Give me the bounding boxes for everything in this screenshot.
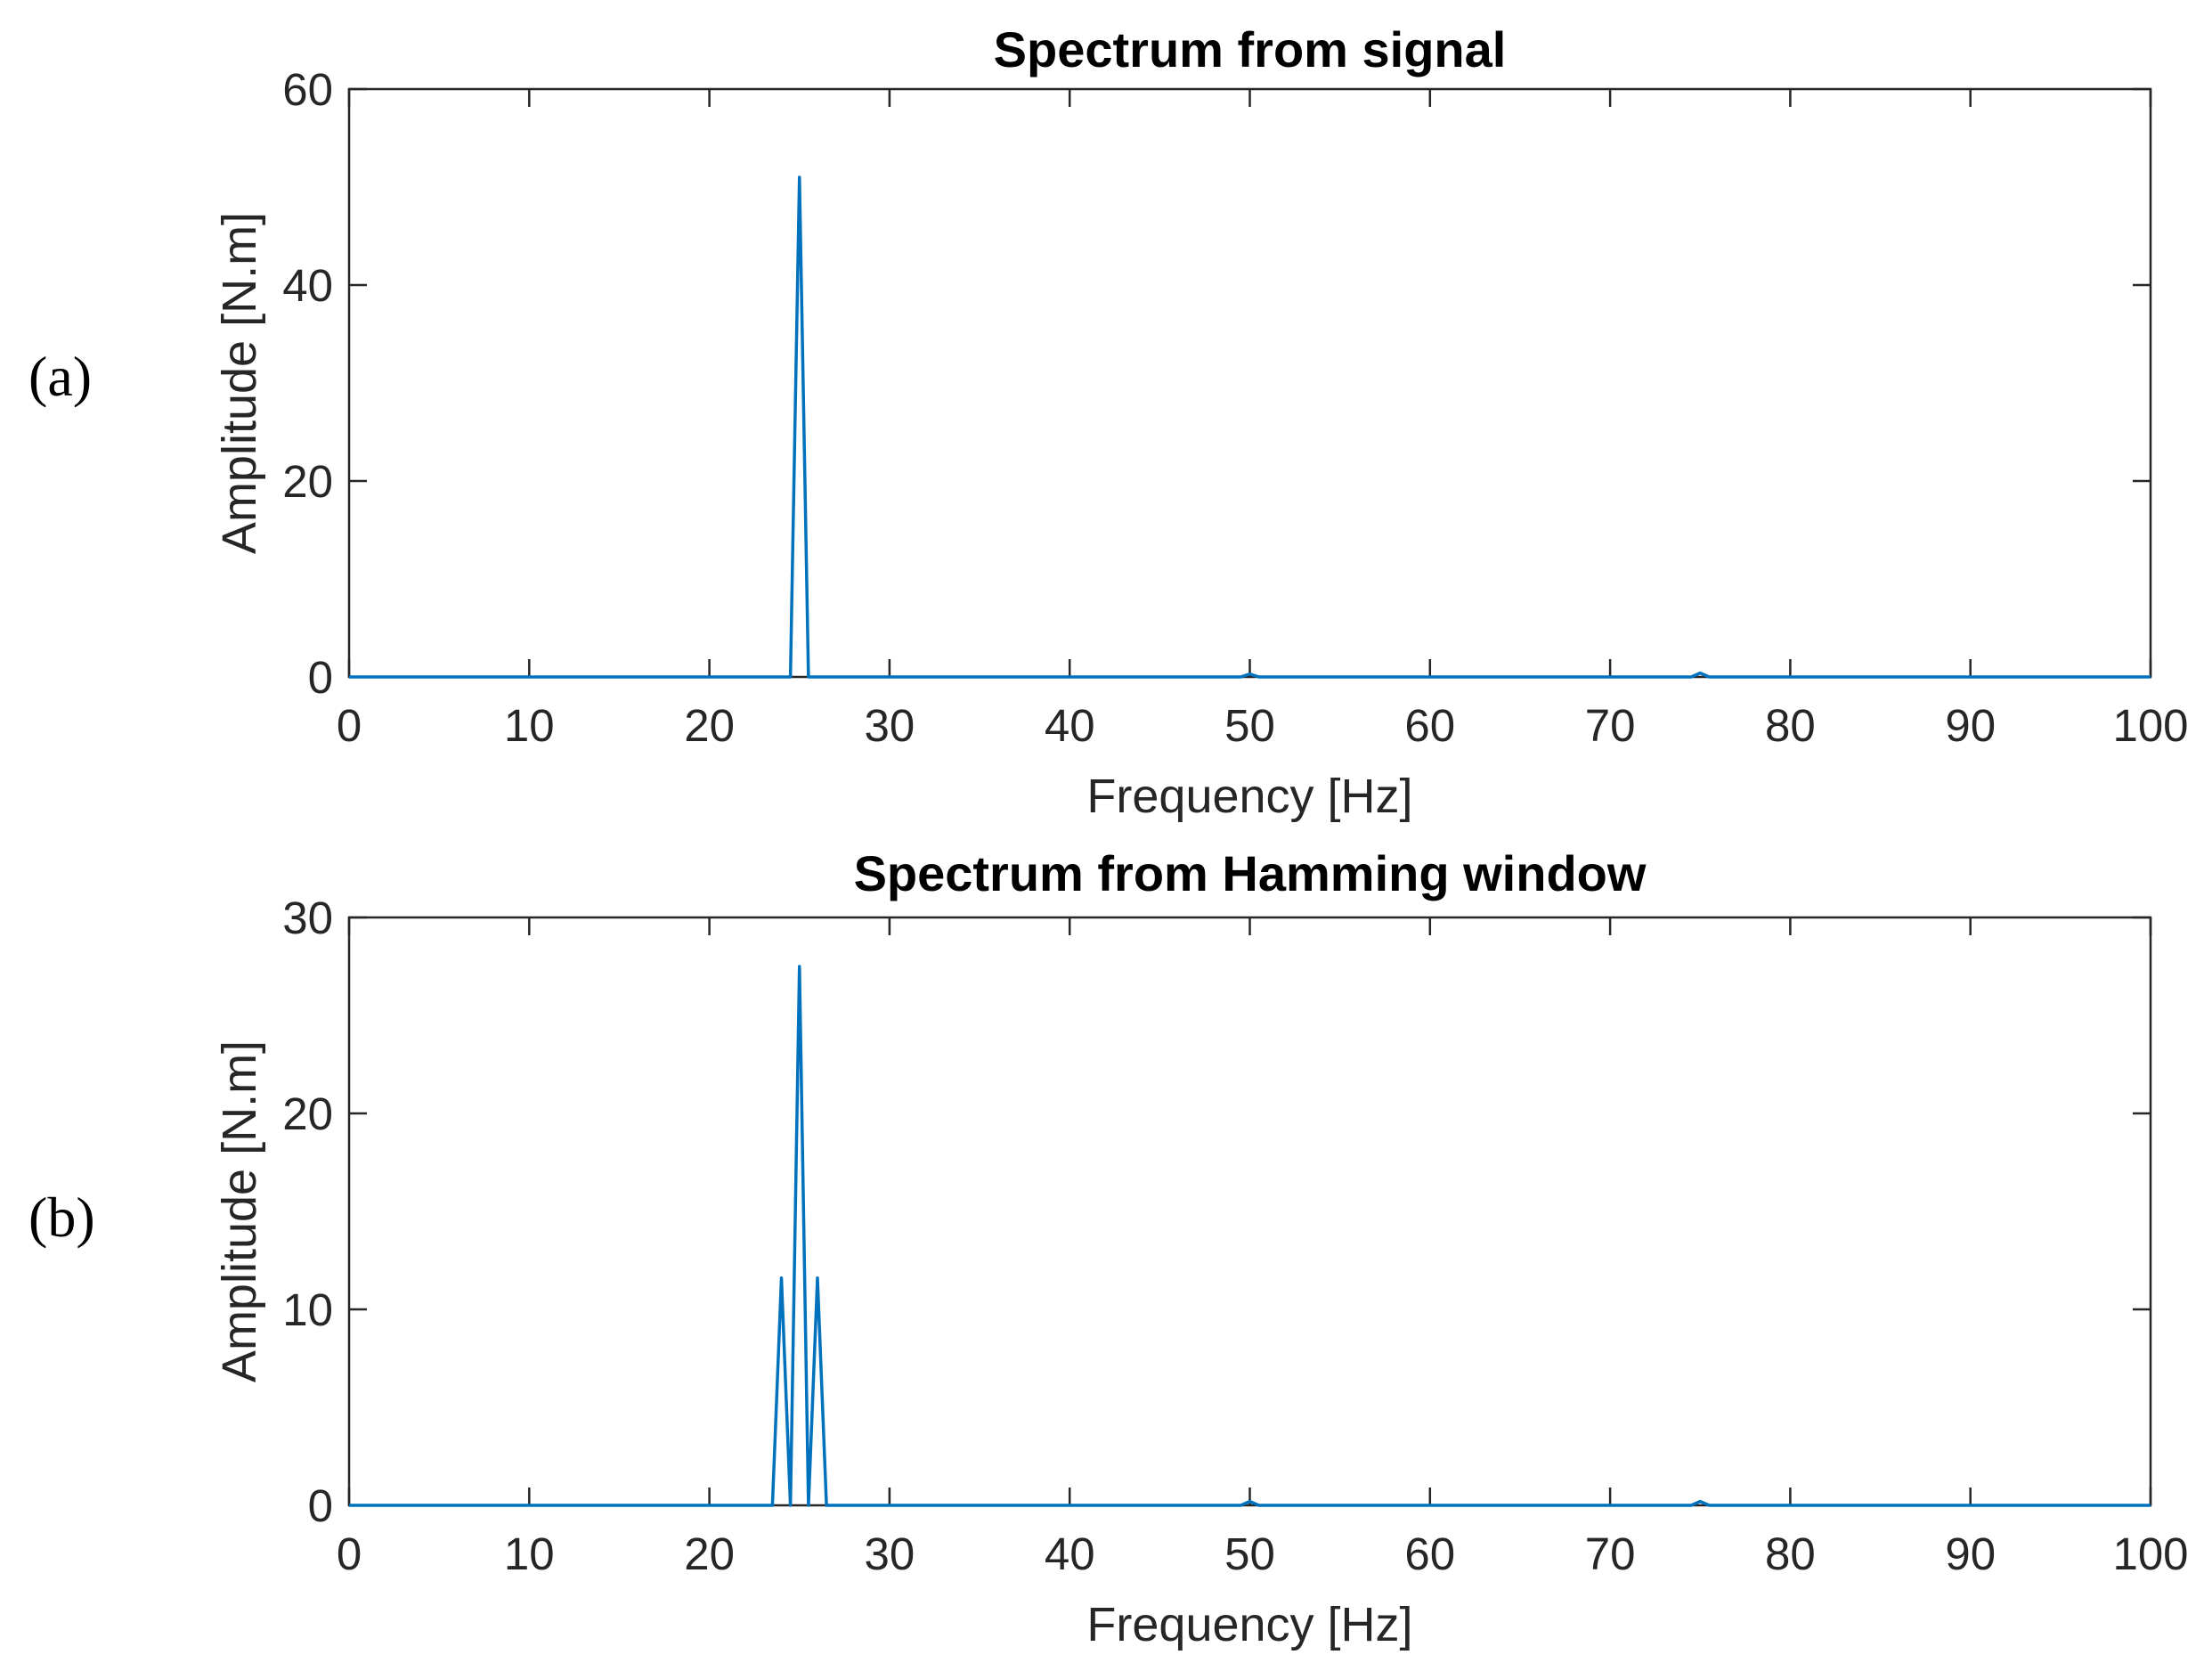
x-tick-label: 50 (1224, 1528, 1275, 1579)
chart-title: Spectrum from signal (994, 21, 1507, 77)
x-tick-label: 10 (504, 700, 555, 751)
y-tick-label: 0 (308, 652, 333, 703)
y-tick-label: 20 (282, 456, 333, 507)
x-tick-label: 20 (684, 700, 735, 751)
x-tick-label: 40 (1045, 1528, 1095, 1579)
axes-box (347, 916, 2152, 1507)
y-axis-label: Amplitude [N.m] (213, 1040, 266, 1382)
panel-label: (b) (28, 1186, 95, 1249)
x-tick-label: 100 (2112, 700, 2188, 751)
y-tick-label: 10 (282, 1284, 333, 1335)
x-tick-label: 60 (1404, 700, 1455, 751)
y-tick-label: 0 (308, 1480, 333, 1531)
subplot-a: (a) 0 10 20 30 40 50 60 70 80 90 100 0 20 40 60 Spectrum… (28, 21, 2189, 823)
x-tick-label: 80 (1765, 700, 1816, 751)
x-tick-label: 0 (337, 1528, 362, 1579)
x-axis-label: Frequency [Hz] (1086, 770, 1412, 823)
x-axis-label: Frequency [Hz] (1086, 1598, 1412, 1651)
x-tick-label: 60 (1404, 1528, 1455, 1579)
x-tick-label: 80 (1765, 1528, 1816, 1579)
x-tick-label: 10 (504, 1528, 555, 1579)
y-axis-label: Amplitude [N.m] (213, 212, 266, 554)
x-tick-label: 30 (865, 1528, 915, 1579)
y-tick-label: 60 (282, 64, 333, 115)
x-tick-label: 30 (865, 700, 915, 751)
x-tick-label: 50 (1224, 700, 1275, 751)
x-tick-label: 90 (1945, 700, 1996, 751)
x-tick-label: 20 (684, 1528, 735, 1579)
axes-box (347, 87, 2152, 679)
x-tick-label: 40 (1045, 700, 1095, 751)
x-tick-label: 0 (337, 700, 362, 751)
y-tick-label: 30 (282, 893, 333, 943)
panel-label: (a) (28, 345, 92, 408)
x-tick-label: 70 (1585, 1528, 1636, 1579)
y-tick-label: 40 (282, 260, 333, 311)
chart-title: Spectrum from Hamming window (854, 845, 1647, 901)
x-tick-label: 70 (1585, 700, 1636, 751)
x-tick-label: 100 (2112, 1528, 2188, 1579)
y-tick-label: 20 (282, 1088, 333, 1139)
x-tick-label: 90 (1945, 1528, 1996, 1579)
subplot-b: (b) 0 10 20 30 40 50 60 70 80 90 100 0 10 20 30 Spectrum… (28, 845, 2189, 1651)
